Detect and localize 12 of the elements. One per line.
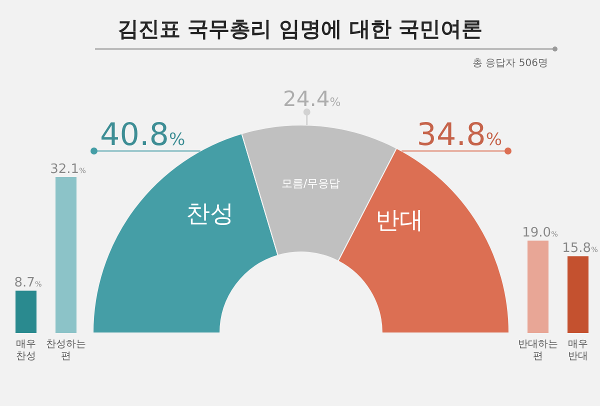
slice-label: 반대	[376, 206, 424, 234]
slice-label: 모름/무응답	[282, 176, 340, 190]
x-tick-label: 매우 반대	[568, 339, 588, 362]
data-label: 24.4%	[282, 87, 341, 111]
text: 총 응답자 506명	[472, 58, 548, 69]
x-tick-label: 찬성하는 편	[46, 339, 86, 362]
data-label: 34.8%	[416, 117, 502, 153]
x-tick-label: 반대하는 편	[518, 339, 558, 362]
chart-title: 김진표 국무총리 임명에 대한 국민여론	[117, 17, 483, 41]
slice-label: 찬성	[186, 200, 234, 228]
x-tick-label: 매우 찬성	[16, 339, 36, 362]
data-label: 40.8%	[100, 117, 186, 153]
